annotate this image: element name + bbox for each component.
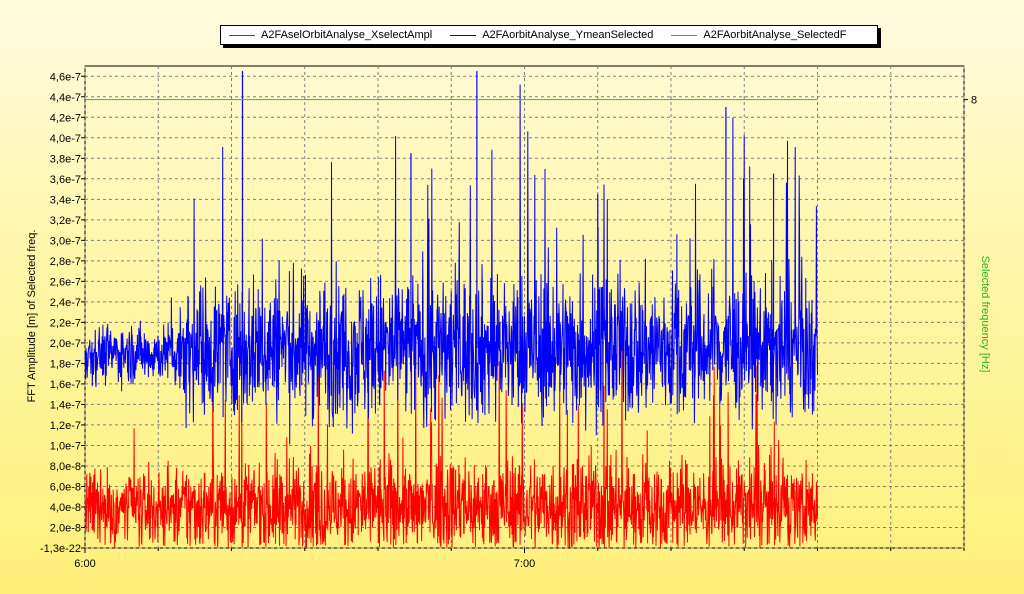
- y2-axis-ticks: 8: [964, 95, 977, 107]
- y-tick-label: 4,4e-7: [50, 92, 81, 104]
- series-line-ymeanselected: [84, 84, 818, 445]
- x-tick-label: 7:00: [514, 558, 535, 570]
- y-tick-label: 1,6e-7: [50, 379, 81, 391]
- y-tick-label: 8,0e-8: [50, 461, 81, 473]
- legend-label: A2FAorbitAnalyse_YmeanSelected: [482, 29, 654, 41]
- y-tick-label: 3,8e-7: [50, 153, 81, 165]
- y-tick-label: 1,8e-7: [50, 358, 81, 370]
- x-tick-label: 6:00: [74, 558, 95, 570]
- legend-item-ymeanselected[interactable]: A2FAorbitAnalyse_YmeanSelected: [450, 29, 653, 41]
- series-layer: [84, 71, 818, 549]
- y2-tick-label: 8: [971, 95, 977, 107]
- y-tick-label: 3,4e-7: [50, 194, 81, 206]
- y-tick-label: 3,2e-7: [50, 215, 81, 227]
- y-tick-label: 4,0e-8: [50, 502, 81, 514]
- legend-item-selectedf[interactable]: A2FAorbitAnalyse_SelectedF: [671, 29, 847, 41]
- legend-swatch-blue: [450, 34, 477, 36]
- legend-item-xselectampl[interactable]: A2FAselOrbitAnalyse_XselectAmpl: [229, 29, 432, 41]
- y-axis-ticks: -1,3e-22 2,0e-8 4,0e-8 6,0e-8 8,0e-8 1,0e-7 1,…: [40, 71, 85, 555]
- legend-label: A2FAselOrbitAnalyse_XselectAmpl: [261, 29, 433, 41]
- y-tick-label: 2,8e-7: [50, 256, 81, 268]
- y-tick-label: 4,6e-7: [50, 71, 81, 83]
- y-tick-label: 2,6e-7: [50, 276, 81, 288]
- y-tick-label: 2,0e-7: [50, 338, 81, 350]
- legend-swatch-red: [229, 34, 255, 36]
- x-axis-ticks: 6:00 7:00: [74, 548, 965, 570]
- y-axis-label: FFT Amplitude [m] of Selected freq.: [26, 229, 38, 403]
- y-tick-label: 3,6e-7: [50, 174, 81, 186]
- legend-swatch-green: [671, 34, 698, 36]
- y2-axis-label: Selected frequency [Hz]: [979, 255, 991, 373]
- y-tick-label: 2,0e-8: [50, 522, 81, 534]
- y-tick-label: 4,2e-7: [50, 112, 81, 124]
- y-tick-label: 1,0e-7: [50, 440, 81, 452]
- legend-label: A2FAorbitAnalyse_SelectedF: [703, 29, 847, 41]
- y-tick-label: 1,4e-7: [50, 399, 81, 411]
- y-tick-label: 6,0e-8: [50, 481, 81, 493]
- y-tick-label: 3,0e-7: [50, 235, 81, 247]
- y-tick-label: 4,0e-7: [50, 133, 81, 145]
- y-tick-label: 2,2e-7: [50, 317, 81, 329]
- y-tick-label: 1,2e-7: [50, 420, 81, 432]
- y-tick-label: 2,4e-7: [50, 297, 81, 309]
- legend: A2FAselOrbitAnalyse_XselectAmpl A2FAorbi…: [220, 25, 878, 45]
- series-line-xselectampl: [84, 341, 818, 549]
- y-tick-label: -1,3e-22: [40, 543, 81, 555]
